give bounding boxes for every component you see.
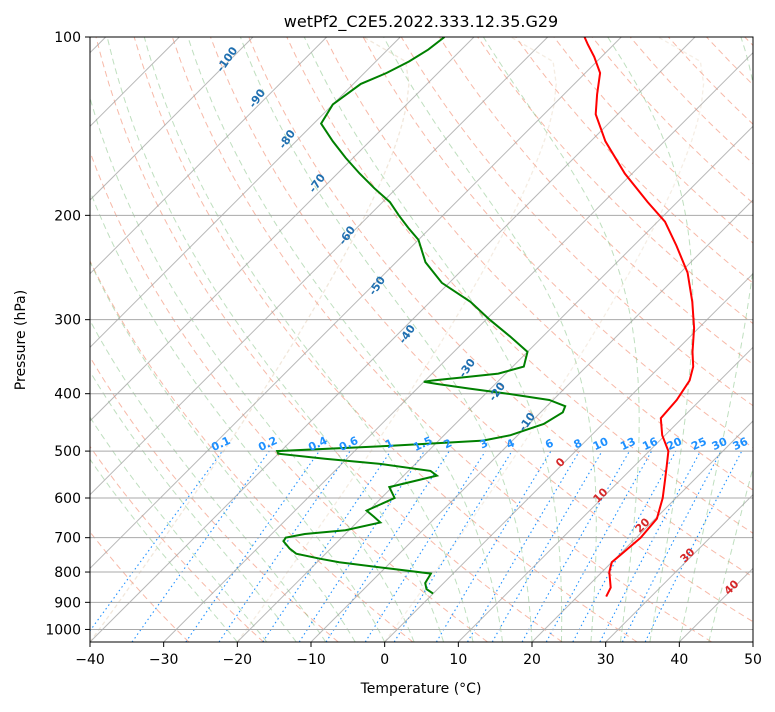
x-tick-label: −10 bbox=[296, 652, 326, 668]
y-axis-label: Pressure (hPa) bbox=[13, 290, 29, 390]
x-tick-label: 0 bbox=[380, 652, 389, 668]
y-tick-label: 100 bbox=[54, 30, 81, 46]
x-axis-label: Temperature (°C) bbox=[360, 681, 482, 697]
y-tick-label: 400 bbox=[54, 387, 81, 403]
y-tick-label: 600 bbox=[54, 491, 81, 507]
y-tick-label: 200 bbox=[54, 208, 81, 224]
x-tick-label: 30 bbox=[597, 652, 615, 668]
x-tick-label: 40 bbox=[670, 652, 688, 668]
y-tick-label: 300 bbox=[54, 313, 81, 329]
y-tick-label: 900 bbox=[54, 595, 81, 611]
x-tick-label: 50 bbox=[744, 652, 762, 668]
chart-title: wetPf2_C2E5.2022.333.12.35.G29 bbox=[284, 12, 558, 32]
x-tick-label: 10 bbox=[449, 652, 467, 668]
y-tick-label: 1000 bbox=[45, 622, 81, 638]
x-tick-label: −30 bbox=[149, 652, 179, 668]
x-tick-label: −40 bbox=[75, 652, 105, 668]
x-tick-label: 20 bbox=[523, 652, 541, 668]
y-tick-label: 700 bbox=[54, 531, 81, 547]
x-tick-label: −20 bbox=[223, 652, 253, 668]
y-tick-label: 500 bbox=[54, 444, 81, 460]
y-tick-label: 800 bbox=[54, 565, 81, 581]
